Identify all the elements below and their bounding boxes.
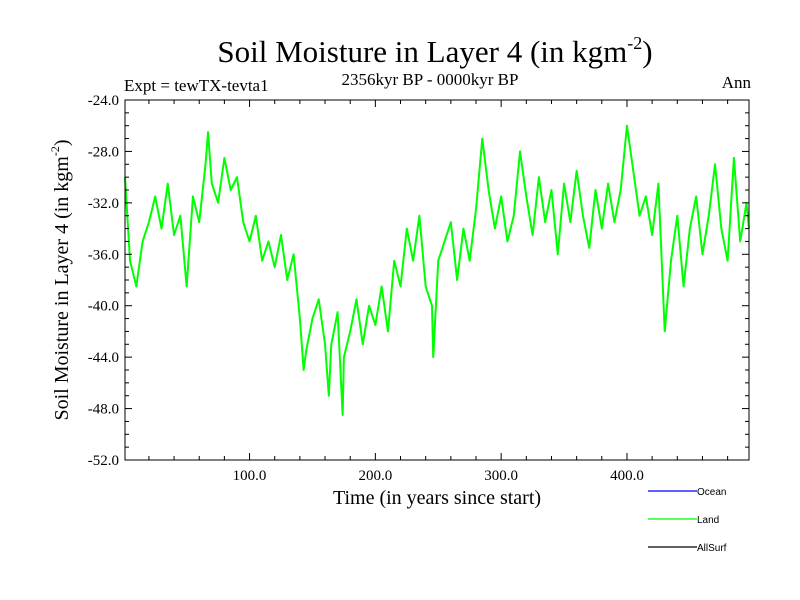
plot-area — [124, 124, 750, 416]
season-label: Ann — [722, 73, 752, 92]
chart-title-main: Soil Moisture in Layer 4 (in kgm — [217, 34, 627, 69]
chart-title: Soil Moisture in Layer 4 (in kgm-2) — [217, 33, 652, 69]
y-tick-label: -52.0 — [88, 453, 119, 469]
chart-subtitle: 2356kyr BP - 0000kyr BP — [342, 70, 519, 89]
y-tick-label: -36.0 — [88, 247, 119, 263]
y-tick-label: -40.0 — [88, 299, 119, 315]
y-axis-title-superscript: -2 — [48, 146, 62, 156]
y-axis-title-suffix: ) — [51, 139, 73, 146]
y-tick-label: -32.0 — [88, 196, 119, 212]
y-axis-title: Soil Moisture in Layer 4 (in kgm-2) — [48, 139, 73, 420]
x-axis-title: Time (in years since start) — [333, 487, 541, 509]
plot-frame — [124, 99, 750, 461]
legend-ocean-label: Ocean — [697, 487, 726, 498]
legend: Ocean Land AllSurf — [648, 487, 727, 554]
experiment-label: Expt = tewTX-tevta1 — [124, 76, 269, 95]
y-tick-label: -44.0 — [88, 350, 119, 366]
x-tick-label: 300.0 — [484, 468, 518, 484]
legend-land-label: Land — [697, 515, 719, 526]
legend-allsurf-label: AllSurf — [697, 543, 727, 554]
x-tick-label: 200.0 — [358, 468, 392, 484]
chart-title-superscript: -2 — [627, 33, 642, 53]
y-tick-label: -24.0 — [88, 93, 119, 109]
y-tick-label: -28.0 — [88, 144, 119, 160]
x-tick-label: 400.0 — [610, 468, 644, 484]
y-axis-title-main: Soil Moisture in Layer 4 (in kgm — [51, 156, 73, 421]
y-tick-label: -48.0 — [88, 402, 119, 418]
chart-title-suffix: ) — [642, 34, 652, 69]
series-line-land — [124, 124, 750, 416]
axis-ticks: -24.0 -28.0 -32.0 -36.0 -40.0 -44.0 -48.0 -52.0… — [88, 93, 749, 484]
x-tick-label: 100.0 — [233, 468, 267, 484]
